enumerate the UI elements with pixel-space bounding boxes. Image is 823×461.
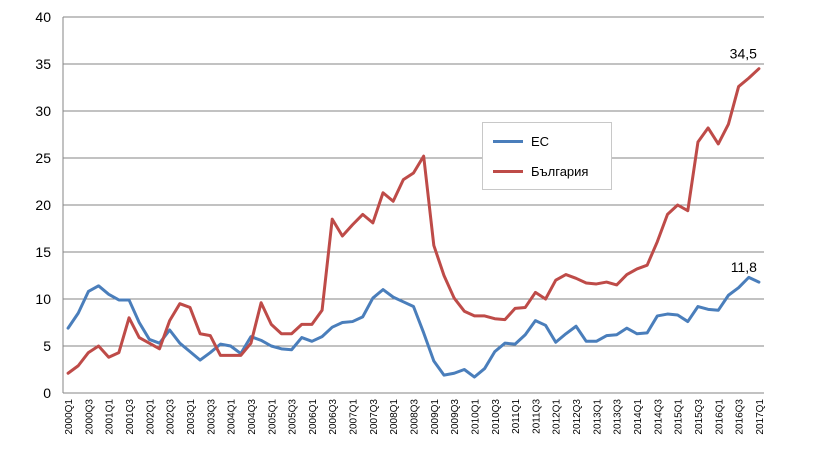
x-tick-label: 2003Q3 bbox=[206, 399, 217, 435]
legend-label-eu: ЕС bbox=[531, 133, 550, 149]
y-tick-label: 35 bbox=[35, 56, 51, 72]
x-tick-label: 2014Q3 bbox=[653, 399, 664, 435]
x-tick-label: 2006Q3 bbox=[328, 399, 339, 435]
y-axis-ticks: 0 5 10 15 20 25 30 35 40 bbox=[35, 9, 51, 401]
y-tick-label: 15 bbox=[35, 244, 51, 260]
series-lines bbox=[66, 67, 761, 379]
annotations: 34,5 11,8 bbox=[730, 46, 757, 275]
y-tick-label: 20 bbox=[35, 197, 51, 213]
x-tick-label: 2001Q3 bbox=[125, 399, 136, 435]
data-label: 11,8 bbox=[731, 259, 757, 275]
x-tick-label: 2005Q1 bbox=[267, 399, 278, 435]
x-tick-label: 2004Q1 bbox=[227, 399, 238, 435]
x-tick-label: 2007Q1 bbox=[349, 399, 360, 435]
x-tick-label: 2011Q1 bbox=[511, 399, 522, 434]
x-tick-label: 2002Q1 bbox=[145, 399, 156, 435]
x-tick-label: 2011Q3 bbox=[531, 399, 542, 434]
x-tick-label: 2007Q3 bbox=[369, 399, 380, 435]
legend: ЕС България bbox=[482, 122, 612, 190]
x-tick-label: 2008Q3 bbox=[410, 399, 421, 435]
y-tick-label: 5 bbox=[43, 338, 51, 354]
x-tick-label: 2017Q1 bbox=[755, 399, 766, 435]
x-tick-label: 2004Q3 bbox=[247, 399, 258, 435]
y-tick-label: 0 bbox=[43, 385, 51, 401]
y-tick-label: 40 bbox=[35, 9, 51, 25]
x-tick-label: 2008Q1 bbox=[389, 399, 400, 435]
x-tick-label: 2010Q3 bbox=[491, 399, 502, 435]
x-tick-label: 2009Q1 bbox=[430, 399, 441, 435]
x-tick-label: 2001Q1 bbox=[105, 399, 116, 435]
x-tick-label: 2000Q3 bbox=[84, 399, 95, 435]
gridlines bbox=[62, 16, 764, 394]
legend-swatch-bulgaria bbox=[493, 169, 523, 173]
x-tick-label: 2016Q1 bbox=[714, 399, 725, 435]
x-tick-label: 2000Q1 bbox=[64, 399, 75, 435]
x-tick-label: 2015Q3 bbox=[694, 399, 705, 435]
x-tick-label: 2003Q1 bbox=[186, 399, 197, 435]
y-tick-label: 10 bbox=[35, 291, 51, 307]
series-line-1 bbox=[66, 67, 761, 375]
x-tick-label: 2016Q3 bbox=[735, 399, 746, 435]
x-tick-label: 2013Q1 bbox=[592, 399, 603, 435]
x-tick-label: 2002Q3 bbox=[166, 399, 177, 435]
x-tick-label: 2013Q3 bbox=[613, 399, 624, 435]
x-tick-label: 2006Q1 bbox=[308, 399, 319, 435]
x-axis-ticks: 2000Q1 2000Q3 2001Q1 2001Q3 2002Q1 2002Q3 2003… bbox=[64, 399, 766, 435]
legend-item-bulgaria: България bbox=[493, 161, 588, 181]
x-tick-label: 2010Q1 bbox=[470, 399, 481, 435]
series-line-0 bbox=[66, 275, 761, 379]
legend-swatch-eu bbox=[493, 139, 523, 143]
x-tick-label: 2009Q3 bbox=[450, 399, 461, 435]
x-tick-label: 2012Q1 bbox=[552, 399, 563, 435]
x-tick-label: 2015Q1 bbox=[674, 399, 685, 435]
x-tick-label: 2005Q3 bbox=[288, 399, 299, 435]
x-tick-label: 2014Q1 bbox=[633, 399, 644, 435]
legend-label-bulgaria: България bbox=[531, 163, 589, 179]
legend-item-eu: ЕС bbox=[493, 131, 549, 151]
y-tick-label: 30 bbox=[35, 103, 51, 119]
y-tick-label: 25 bbox=[35, 150, 51, 166]
x-tick-label: 2012Q3 bbox=[572, 399, 583, 435]
data-label: 34,5 bbox=[730, 46, 757, 62]
